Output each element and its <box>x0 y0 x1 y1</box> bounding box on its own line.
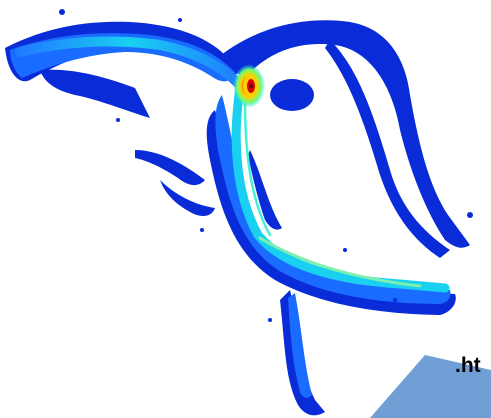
channel-fast-velocity <box>15 36 450 293</box>
caption-fragment: .ht <box>455 354 481 377</box>
velocity-hotspot <box>233 64 265 108</box>
bank-speckles <box>59 9 473 322</box>
accent-shape <box>370 355 491 418</box>
